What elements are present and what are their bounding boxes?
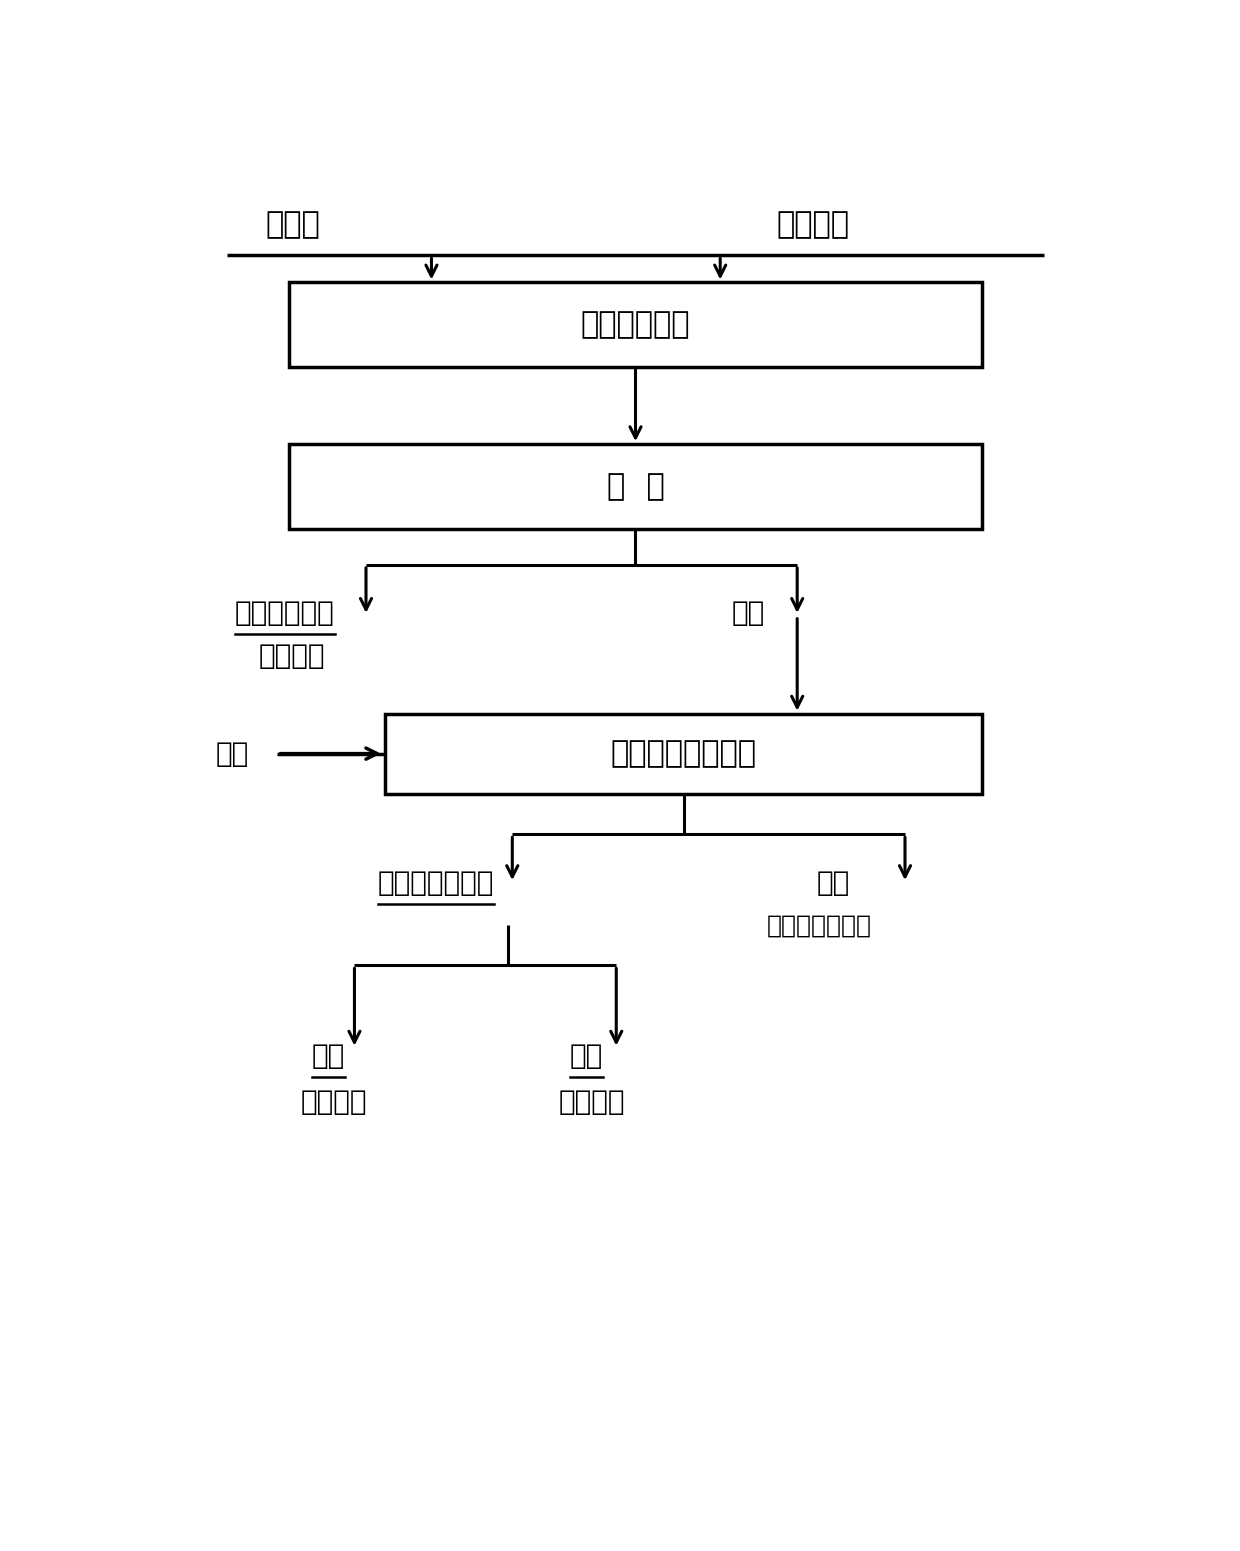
- Text: （外付）: （外付）: [300, 1089, 367, 1117]
- Text: 铁渣: 铁渣: [312, 1042, 346, 1070]
- Text: 过  滤: 过 滤: [606, 472, 665, 501]
- Text: 钴渣: 钴渣: [570, 1042, 604, 1070]
- Bar: [386, 713, 982, 794]
- Bar: [289, 282, 982, 368]
- Text: 氯气: 氯气: [216, 740, 249, 768]
- Text: （送电解工序）: （送电解工序）: [766, 914, 872, 937]
- Text: 滤液: 滤液: [732, 600, 765, 628]
- Text: （外付）: （外付）: [258, 642, 325, 670]
- Bar: [289, 444, 982, 529]
- Text: 滤液: 滤液: [816, 869, 849, 896]
- Text: 阳极液: 阳极液: [265, 209, 320, 239]
- Text: 新型试剂: 新型试剂: [776, 209, 849, 239]
- Text: 滤渣（酸浸）: 滤渣（酸浸）: [236, 600, 335, 628]
- Text: 一段净化除铜: 一段净化除铜: [580, 310, 691, 340]
- Text: 二段净化除铁、钴: 二段净化除铁、钴: [610, 740, 756, 768]
- Text: 铁、钴滤渣处理: 铁、钴滤渣处理: [377, 869, 494, 896]
- Text: （外付）: （外付）: [558, 1089, 625, 1117]
